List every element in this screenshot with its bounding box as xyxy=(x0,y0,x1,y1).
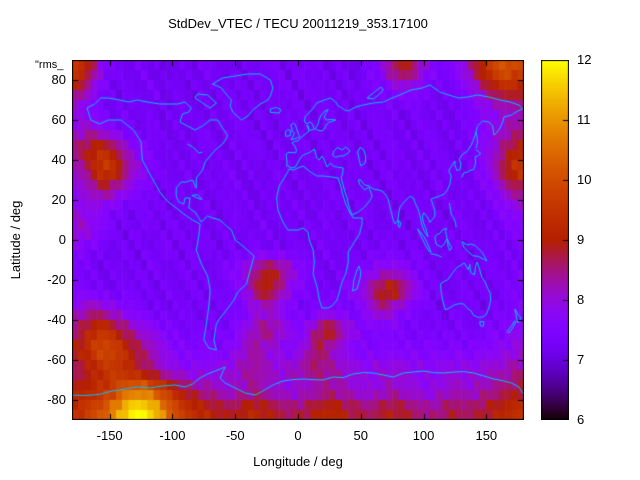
y-tick-label: 60 xyxy=(51,112,66,127)
x-tick-label: -150 xyxy=(96,428,123,443)
y-tick-label: 20 xyxy=(51,192,66,207)
y-tick-label: -20 xyxy=(47,272,66,287)
x-tick-label: 0 xyxy=(294,428,302,443)
y-tick-label: -60 xyxy=(47,352,66,367)
x-axis-label: Longitude / deg xyxy=(253,454,343,469)
corner-key-label: "rms_ xyxy=(35,59,64,71)
colorbar-tick-label: 12 xyxy=(577,52,592,67)
x-tick-label: -100 xyxy=(159,428,186,443)
colorbar-tick-label: 9 xyxy=(577,232,585,247)
heatmap-canvas xyxy=(72,60,524,420)
colorbar-tick-label: 7 xyxy=(577,352,585,367)
x-tick-label: 150 xyxy=(475,428,498,443)
y-tick-label: 80 xyxy=(51,72,66,87)
x-tick-label: 50 xyxy=(353,428,368,443)
y-tick-label: 40 xyxy=(51,152,66,167)
y-axis-label: Latitude / deg xyxy=(8,200,23,280)
colorbar-tick-label: 6 xyxy=(577,412,585,427)
y-tick-label: -80 xyxy=(47,392,66,407)
chart-title: StdDev_VTEC / TECU 20011219_353.17100 xyxy=(168,16,428,31)
y-tick-label: -40 xyxy=(47,312,66,327)
x-tick-label: -50 xyxy=(225,428,245,443)
colorbar-canvas xyxy=(541,60,569,420)
y-tick-label: 0 xyxy=(58,232,66,247)
x-tick-label: 100 xyxy=(412,428,435,443)
colorbar-tick-label: 8 xyxy=(577,292,585,307)
colorbar-tick-label: 10 xyxy=(577,172,592,187)
colorbar-tick-label: 11 xyxy=(577,112,591,127)
